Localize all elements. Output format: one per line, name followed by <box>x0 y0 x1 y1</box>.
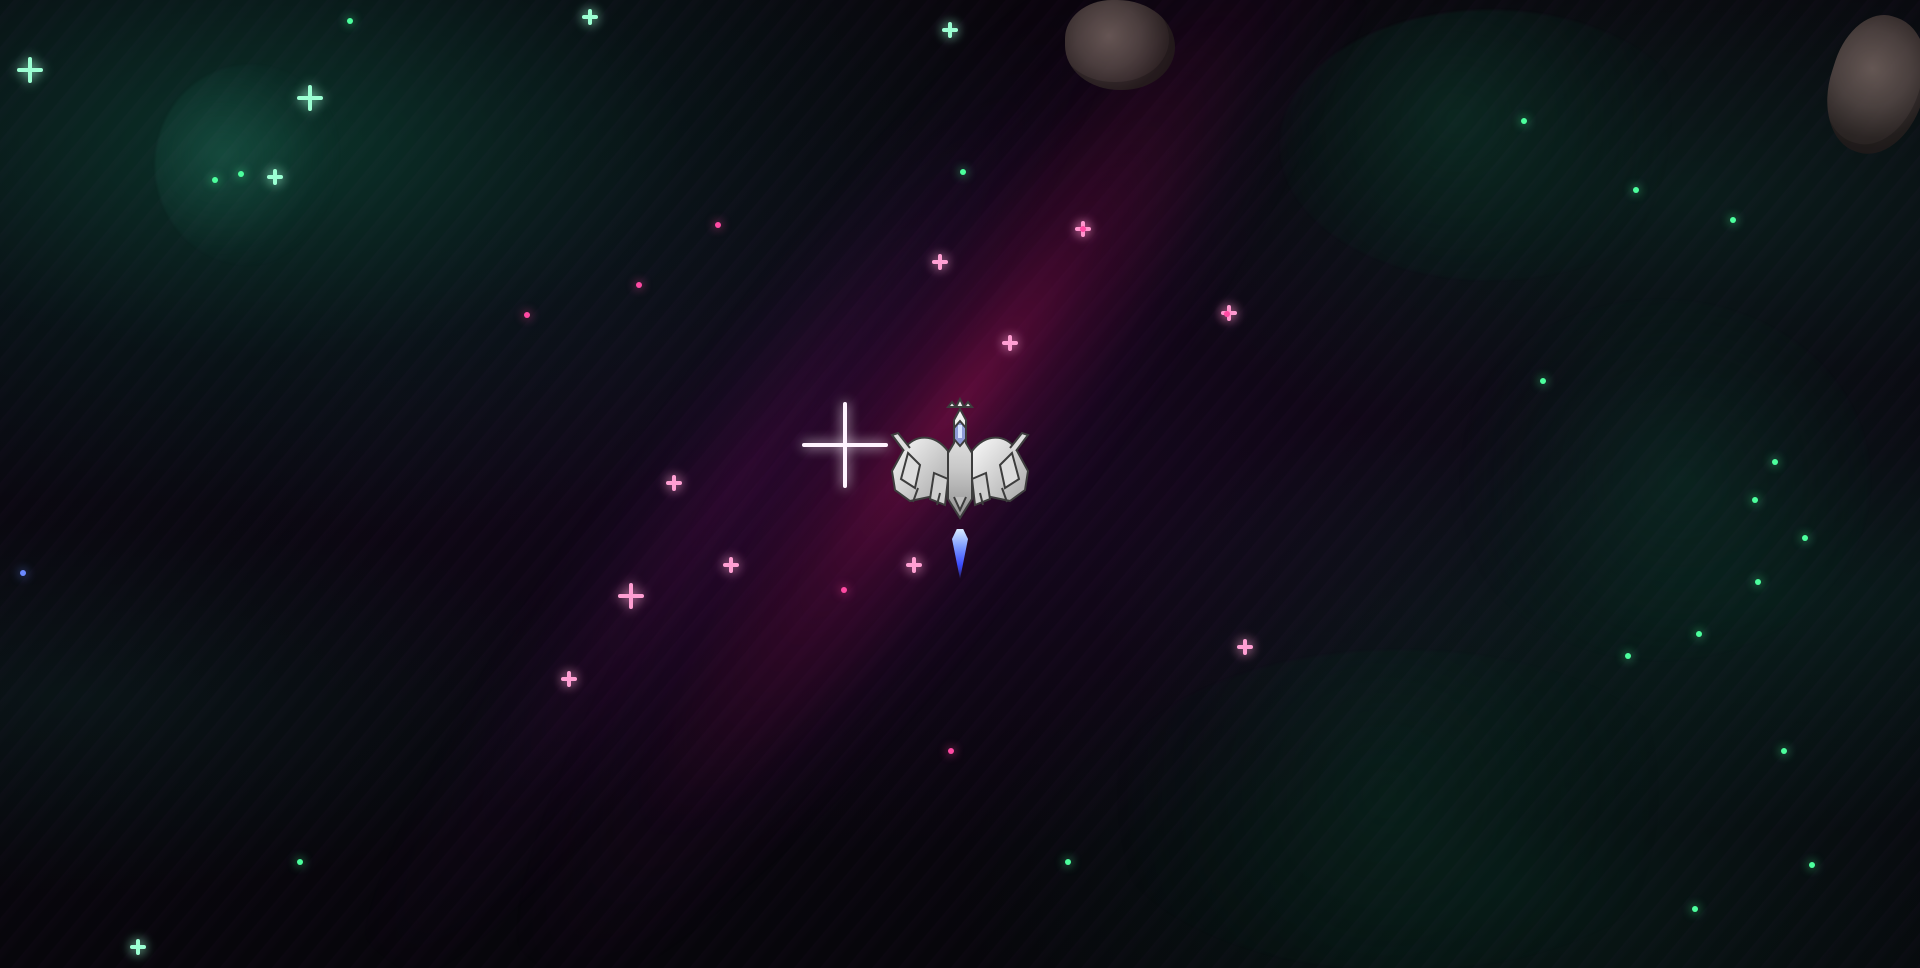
star-dot <box>1755 579 1761 585</box>
sparkle-icon <box>267 169 283 185</box>
star-dot <box>1080 226 1086 232</box>
star-dot <box>1692 906 1698 912</box>
star-dot <box>1772 459 1778 465</box>
green-nebula-cloud <box>1280 10 1700 280</box>
star-dot <box>1781 748 1787 754</box>
star-dot <box>1802 535 1808 541</box>
asteroid-icon <box>1065 0 1175 90</box>
sparkle-icon <box>17 57 43 83</box>
sparkle-icon <box>932 254 948 270</box>
star-dot <box>1224 311 1230 317</box>
star-dot <box>212 177 218 183</box>
star-dot <box>1065 859 1071 865</box>
sparkle-icon <box>582 9 598 25</box>
sparkle-icon <box>130 939 146 955</box>
star-dot <box>636 282 642 288</box>
spaceship-icon <box>890 396 1030 520</box>
star-dot <box>238 171 244 177</box>
star-dot <box>1696 631 1702 637</box>
star-dot <box>20 570 26 576</box>
sparkle-icon <box>297 85 323 111</box>
sparkle-icon <box>666 475 682 491</box>
sparkle-icon <box>942 22 958 38</box>
sparkle-icon <box>1237 639 1253 655</box>
star-dot <box>1809 862 1815 868</box>
green-nebula-cloud <box>1450 300 1870 660</box>
star-dot <box>1752 497 1758 503</box>
star-dot <box>347 18 353 24</box>
green-nebula-cloud <box>1100 650 1700 968</box>
star-dot <box>960 169 966 175</box>
star-dot <box>524 312 530 318</box>
sparkle-icon <box>723 557 739 573</box>
sparkle-icon <box>618 583 644 609</box>
star-dot <box>1625 653 1631 659</box>
sparkle-icon <box>802 402 888 488</box>
star-dot <box>1730 217 1736 223</box>
star-dot <box>841 587 847 593</box>
sparkle-icon <box>561 671 577 687</box>
star-dot <box>1521 118 1527 124</box>
star-dot <box>715 222 721 228</box>
star-dot <box>297 859 303 865</box>
star-dot <box>948 748 954 754</box>
player-ship[interactable] <box>882 393 1038 581</box>
star-dot <box>1540 378 1546 384</box>
sparkle-icon <box>1002 335 1018 351</box>
star-dot <box>1633 187 1639 193</box>
